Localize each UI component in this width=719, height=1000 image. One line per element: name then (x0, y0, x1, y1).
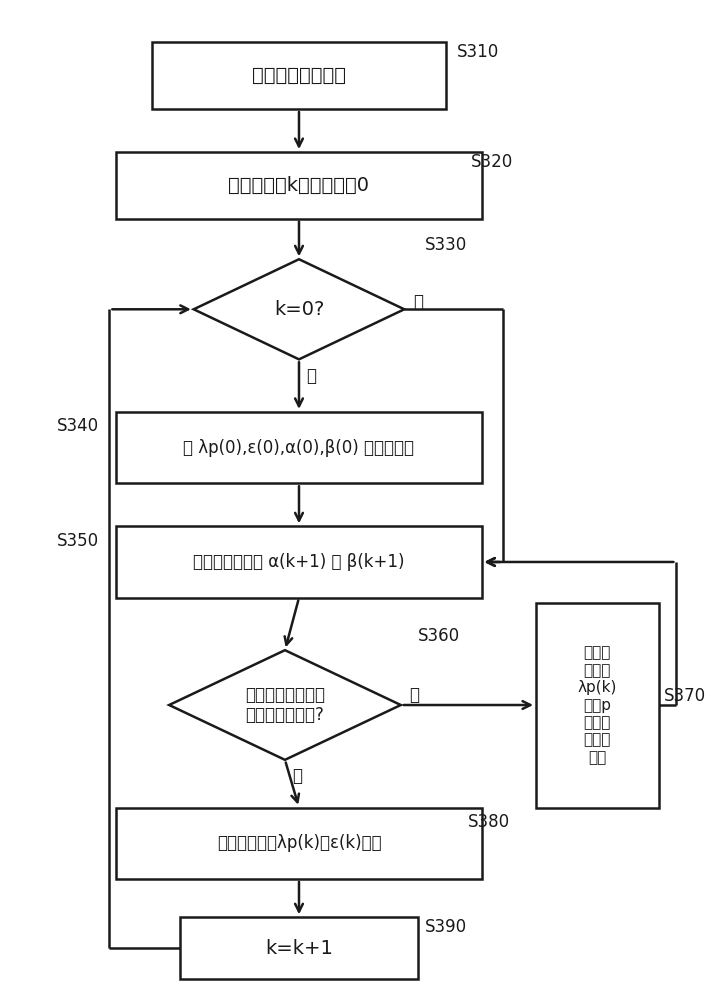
Text: 采用从迭代求解 α(k+1) 和 β(k+1): 采用从迭代求解 α(k+1) 和 β(k+1) (193, 553, 405, 571)
Text: S350: S350 (57, 532, 99, 550)
Bar (116, 412, 482, 483)
Text: 是: 是 (409, 686, 419, 704)
Bar (180, 917, 418, 979)
Text: S390: S390 (426, 918, 467, 936)
Text: k=k+1: k=k+1 (265, 939, 333, 958)
Text: 将循环次数k的初始值为0: 将循环次数k的初始值为0 (229, 176, 370, 195)
Text: S320: S320 (471, 153, 513, 171)
Bar (116, 526, 482, 598)
Text: 对 λp(0),ε(0),α(0),β(0) 进行初始化: 对 λp(0),ε(0),α(0),β(0) 进行初始化 (183, 439, 414, 457)
Polygon shape (193, 259, 404, 359)
Bar (116, 808, 482, 879)
Polygon shape (169, 650, 400, 760)
Text: S380: S380 (467, 813, 510, 831)
Text: S360: S360 (418, 627, 460, 645)
Text: 采用主迭代对λp(k)和ε(k)更新: 采用主迭代对λp(k)和ε(k)更新 (216, 834, 381, 852)
Text: 到达最大循环数或
者达到收敛条件?: 到达最大循环数或 者达到收敛条件? (245, 686, 325, 724)
Text: S330: S330 (426, 236, 467, 254)
Text: 采用流
量速率
λp(k)
在第p
条路径
上发送
数据: 采用流 量速率 λp(k) 在第p 条路径 上发送 数据 (577, 645, 617, 765)
Text: 是: 是 (306, 367, 316, 385)
Text: S340: S340 (57, 417, 99, 435)
Bar (536, 603, 659, 808)
Text: S310: S310 (457, 43, 499, 61)
Bar (152, 42, 446, 109)
Text: S370: S370 (664, 687, 706, 705)
Bar (116, 152, 482, 219)
Text: k=0?: k=0? (274, 300, 324, 319)
Text: 否: 否 (293, 767, 303, 785)
Text: 否: 否 (413, 293, 423, 311)
Text: 确定主从迭代过程: 确定主从迭代过程 (252, 66, 346, 85)
